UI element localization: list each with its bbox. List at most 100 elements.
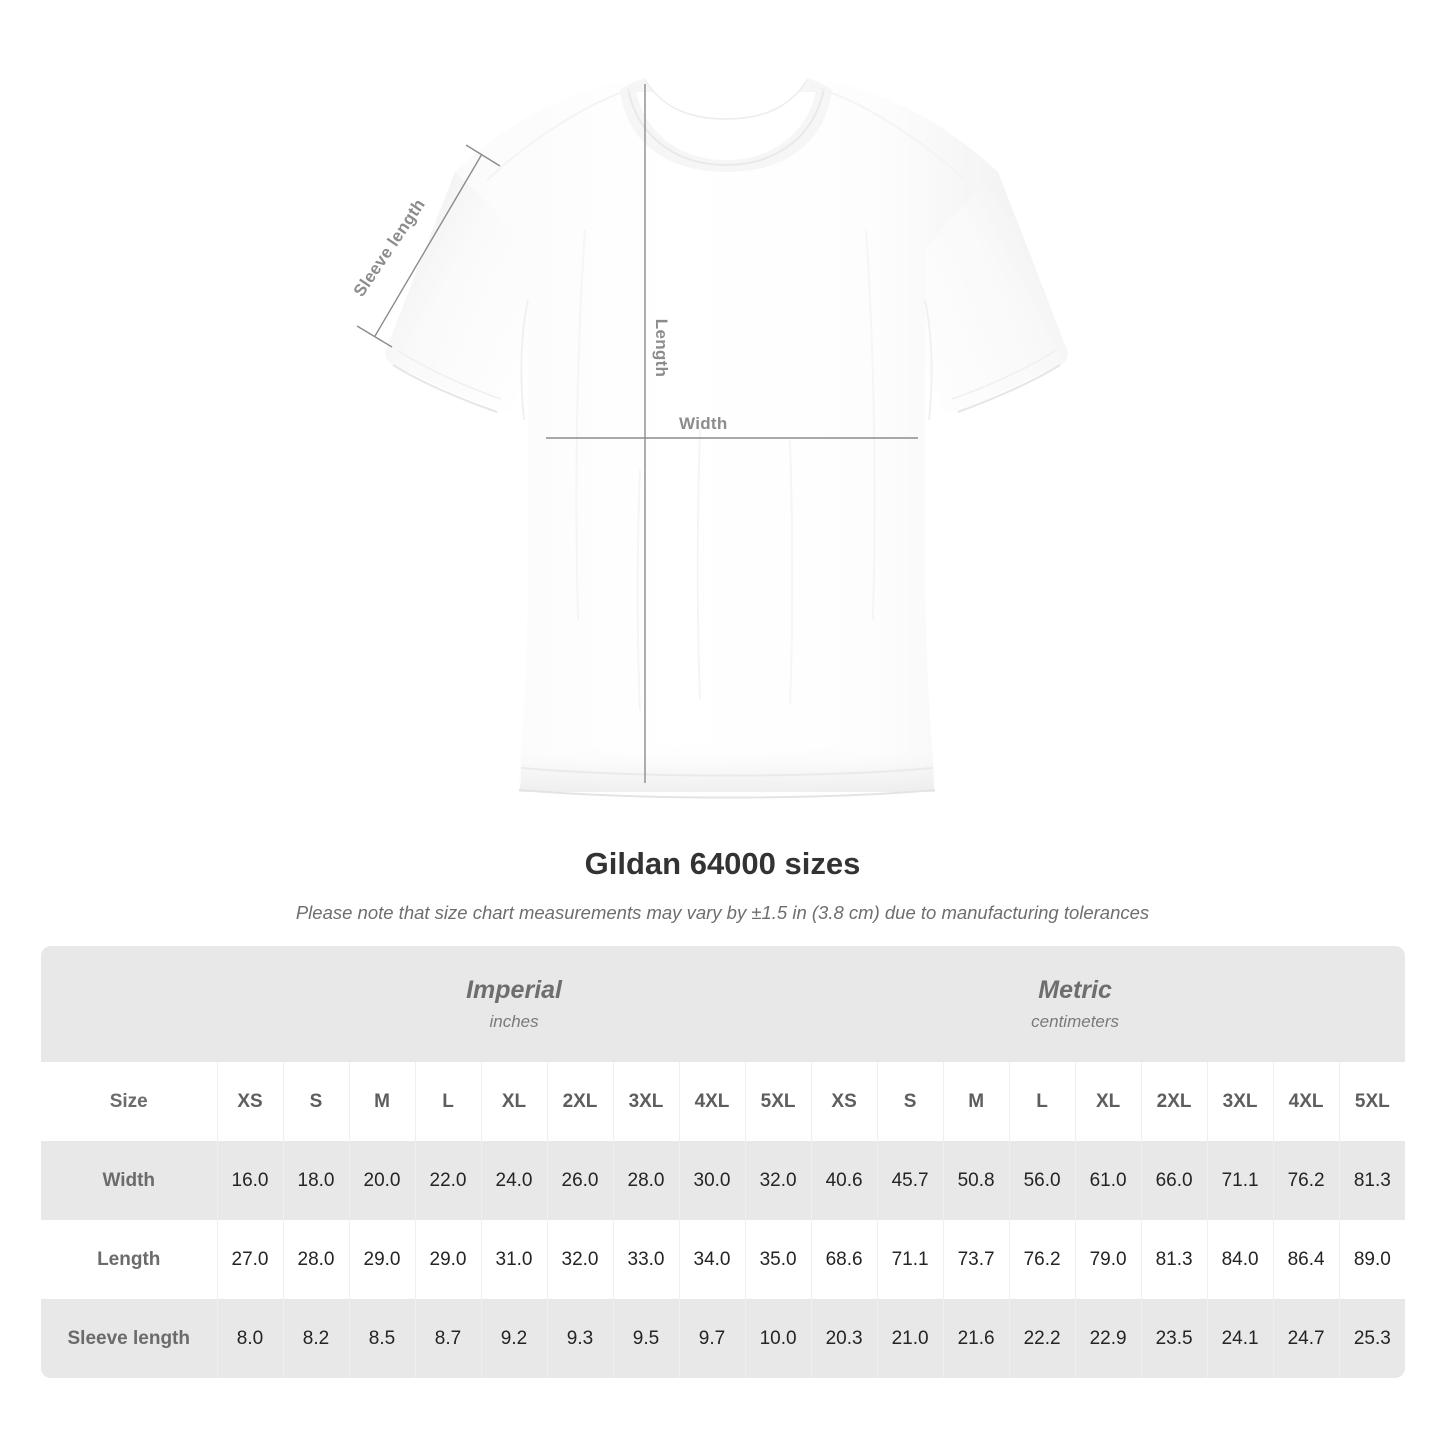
value-cell: 22.9 [1074,1299,1142,1378]
collar-inner-edge [636,92,816,160]
bottom-edge-line [518,789,936,799]
size-header-cell: 5XL [744,1062,812,1141]
value-cell: 28.0 [612,1141,679,1220]
width-label: Width [679,414,728,433]
value-cell: 73.7 [942,1220,1010,1299]
value-cell: 66.0 [1140,1141,1208,1220]
value-cell: 81.3 [1140,1220,1208,1299]
value-cell: 8.0 [216,1299,283,1378]
page-title: Gildan 64000 sizes [584,846,861,881]
sleeve-length-arrow [356,144,501,348]
collar-top-line [644,79,808,120]
tolerance-note: Please note that size chart measurements… [295,902,1150,924]
size-header-cell: M [348,1062,415,1141]
size-chart-table-wrapper: Imperial inches Metric centimeters Size … [41,946,1406,1378]
imperial-unit-header: Imperial inches [217,946,812,1062]
unit-header-row: Imperial inches Metric centimeters [41,946,1406,1062]
value-cell: 32.0 [546,1220,613,1299]
title-block: Gildan 64000 sizes Please note that size… [0,845,1445,925]
value-cell: 8.2 [282,1299,349,1378]
value-cell: 9.7 [678,1299,745,1378]
metric-unit-name: Metric [1038,976,1112,1005]
value-cell: 71.1 [1206,1141,1274,1220]
size-header-cell: S [282,1062,349,1141]
left-shoulder-seam [486,85,642,181]
size-header-cell: 3XL [612,1062,679,1141]
value-cell: 29.0 [414,1220,481,1299]
tshirt-illustration [356,78,1068,799]
value-cell: 9.2 [480,1299,547,1378]
size-header-cell: XS [216,1062,283,1141]
value-cell: 79.0 [1074,1220,1142,1299]
value-cell: 89.0 [1338,1220,1406,1299]
value-cell: 32.0 [744,1141,812,1220]
table-row: Length 27.0 28.0 29.0 29.0 31.0 32.0 33.… [41,1220,1406,1299]
size-header-cell: L [1008,1062,1076,1141]
value-cell: 24.1 [1206,1299,1274,1378]
size-chart-table: Imperial inches Metric centimeters Size … [41,946,1406,1378]
left-sleeve-shade [385,172,528,414]
row-label: Width [41,1141,217,1220]
row-label: Sleeve length [41,1299,217,1378]
size-header-cell: 3XL [1206,1062,1274,1141]
size-header-cell: L [414,1062,481,1141]
value-cell: 26.0 [546,1141,613,1220]
value-cell: 56.0 [1008,1141,1076,1220]
size-header-cell: M [942,1062,1010,1141]
size-header-cell: XS [810,1062,878,1141]
right-armhole-seam [924,299,933,421]
size-header-cell: XL [480,1062,547,1141]
value-cell: 16.0 [216,1141,283,1220]
value-cell: 20.3 [810,1299,878,1378]
left-sleeve-hem [392,364,498,413]
tshirt-measurement-figure: Sleeve length Length Width [350,78,1068,799]
right-shoulder-seam [810,85,966,181]
value-cell: 10.0 [744,1299,812,1378]
value-cell: 86.4 [1272,1220,1340,1299]
value-cell: 28.0 [282,1220,349,1299]
value-cell: 31.0 [480,1220,547,1299]
right-sleeve-hem-inner [951,350,1056,400]
value-cell: 22.2 [1008,1299,1076,1378]
value-cell: 23.5 [1140,1299,1208,1378]
value-cell: 34.0 [678,1220,745,1299]
value-cell: 68.6 [810,1220,878,1299]
size-header-cell: 4XL [678,1062,745,1141]
value-cell: 24.0 [480,1141,547,1220]
shirt-body-shape [385,78,1068,792]
table-row: Sleeve length 8.0 8.2 8.5 8.7 9.2 9.3 9.… [41,1299,1406,1378]
value-cell: 22.0 [414,1141,481,1220]
size-header-cell: 5XL [1338,1062,1406,1141]
bottom-hem-line [520,767,934,777]
collar-rib-line [627,87,825,167]
value-cell: 18.0 [282,1141,349,1220]
size-header-cell: XL [1074,1062,1142,1141]
value-cell: 81.3 [1338,1141,1406,1220]
table-row: Width 16.0 18.0 20.0 22.0 24.0 26.0 28.0… [41,1141,1406,1220]
right-sleeve-hem [957,364,1061,413]
metric-unit-header: Metric centimeters [811,946,1340,1062]
value-cell: 76.2 [1008,1220,1076,1299]
length-label: Length [652,318,672,378]
size-header-cell: 2XL [1140,1062,1208,1141]
unit-header-spacer [41,946,217,1062]
value-cell: 84.0 [1206,1220,1274,1299]
imperial-unit-sub: inches [489,1012,539,1032]
size-header-cell: 4XL [1272,1062,1340,1141]
value-cell: 27.0 [216,1220,283,1299]
row-label: Length [41,1220,217,1299]
metric-unit-header-edge [1339,946,1406,1062]
size-header-cell: S [876,1062,944,1141]
value-cell: 40.6 [810,1141,878,1220]
value-cell: 61.0 [1074,1141,1142,1220]
size-header-row: Size XS S M L XL 2XL 3XL 4XL 5XL XS S M … [41,1062,1406,1141]
value-cell: 8.7 [414,1299,481,1378]
size-header-cell: 2XL [546,1062,613,1141]
value-cell: 8.5 [348,1299,415,1378]
value-cell: 21.0 [876,1299,944,1378]
value-cell: 35.0 [744,1220,812,1299]
size-row-label: Size [41,1062,217,1141]
left-armhole-seam [520,299,529,421]
metric-unit-sub: centimeters [1031,1012,1120,1032]
value-cell: 50.8 [942,1141,1010,1220]
